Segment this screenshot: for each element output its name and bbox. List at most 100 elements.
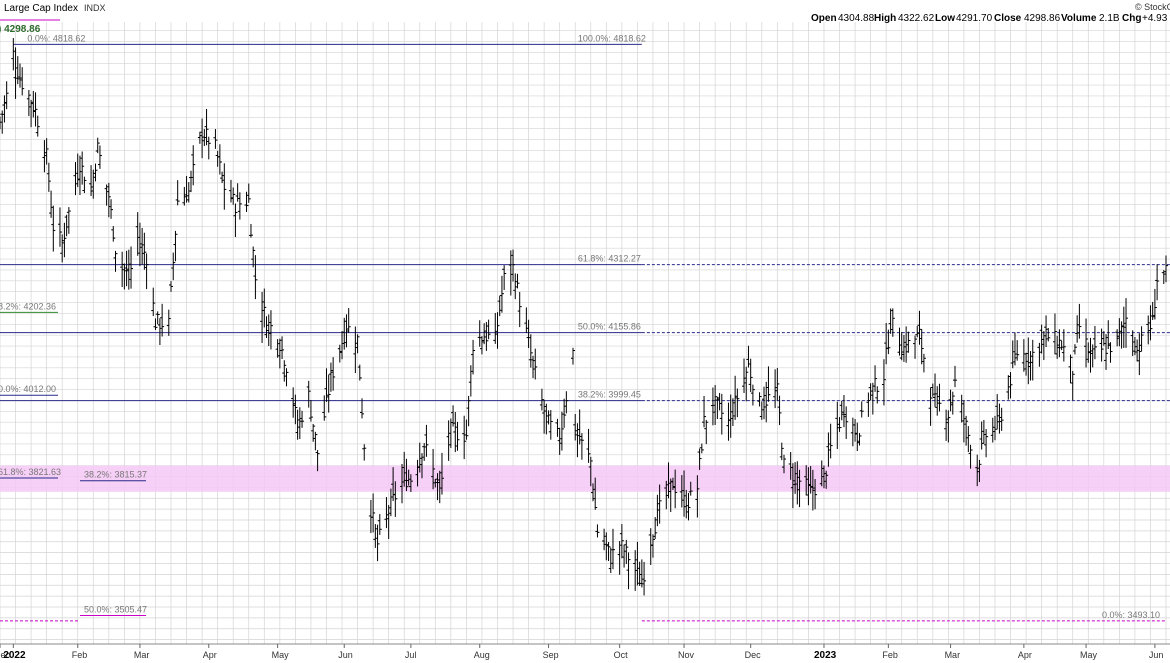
ohlc-bar [51,205,56,252]
ohlc-bar [439,452,444,495]
ohlc-bar [1117,318,1122,347]
fib-level-label: 61.8%: 4312.27 [578,254,641,264]
ohlc-bar [961,400,966,443]
ohlc-bar [1039,324,1044,354]
ohlc-bar [679,475,684,508]
ohlc-bar [1075,315,1080,343]
ohlc-bar [990,417,995,443]
ohlc-bar [264,316,269,339]
x-tick-label: 2022 [3,650,26,661]
ohlc-bar [373,524,378,548]
ohlc-bar [826,432,831,467]
ohlc-bar [1055,335,1060,359]
ohlc-bar [233,203,238,238]
ohlc-bar [0,116,2,130]
ohlc-bar [355,334,360,354]
x-tick-label: Oct [614,650,629,660]
ohlc-bar [866,392,871,417]
ohlc-bar [357,364,362,381]
ohlc-bar [1150,301,1155,320]
ohlc-bar [1132,337,1137,356]
ohlc-bar [322,395,327,421]
ohlc-bar [997,403,1002,434]
ohlc-bar [42,140,47,173]
ohlc-bar [821,465,826,489]
x-tick-label: Dec [745,650,762,660]
ohlc-bar [237,192,242,220]
low-value: 4291.70 [956,13,993,24]
ohlc-bar [1077,303,1082,339]
ohlc-bar [835,401,840,450]
ohlc-bar [635,541,640,586]
x-tick-label: May [272,650,290,660]
ohlc-bar [1006,375,1011,400]
ohlc-bar [619,524,624,559]
ohlc-bar [602,528,607,551]
ohlc-bar [468,365,473,397]
ohlc-bar [1104,334,1109,370]
ohlc-bar [715,396,720,420]
ohlc-bar [184,176,189,203]
ohlc-bar [928,387,933,426]
ohlc-bar [921,353,926,373]
ohlc-bar [664,480,669,510]
ohlc-bar [915,326,920,338]
ohlc-bar [120,251,125,288]
ohlc-bar [175,180,180,206]
ohlc-bar [266,314,271,347]
ohlc-bar [386,505,391,539]
ohlc-bar [673,469,678,509]
ohlc-bar [1041,331,1046,361]
x-tick-label: Apr [203,650,217,660]
ohlc-bar [1010,340,1015,369]
ohlc-bar [762,386,767,420]
ohlc-bar [222,163,227,210]
ohlc-bar [1088,337,1093,373]
ohlc-bar [666,462,671,499]
ohlc-bar [1137,333,1142,376]
ohlc-bar [495,312,500,349]
fib-left-label: 61.8%: 3821.63 [0,467,61,477]
ohlc-bar [948,389,953,412]
ohlc-bar [719,393,724,435]
ohlc-bar [524,307,529,334]
ohlc-bar [726,402,731,441]
ohlc-bar [959,394,964,423]
ohlc-bar [202,129,207,147]
ohlc-bar [353,326,358,374]
ohlc-bar [384,497,389,529]
ohlc-bar [935,386,940,416]
ohlc-bar [564,391,569,414]
ohlc-bar [1161,270,1166,284]
ohlc-bar [670,477,675,490]
ohlc-bar [781,454,786,474]
ohlc-bar [1072,344,1077,355]
ohlc-bar [1099,328,1104,362]
ohlc-bar [1090,344,1095,368]
ohlc-bar [435,473,440,501]
ohlc-bar [608,547,613,574]
ohlc-bar [220,171,225,184]
ohlc-bar [764,381,769,423]
ohlc-bar [15,56,20,85]
low-label: Low [935,13,955,24]
ohlc-bar [964,415,969,446]
ohlc-bar [1152,288,1157,320]
ohlc-bar [453,411,458,453]
ohlc-bar [446,420,451,461]
ohlc-bar [508,250,513,296]
ohlc-bar [479,336,484,355]
ohlc-bar [884,322,889,365]
ohlc-bar [946,410,951,443]
ohlc-bar [595,524,600,538]
ohlc-bar [315,450,320,472]
ohlc-bar [593,477,598,510]
ohlc-bar [20,67,25,96]
ohlc-bar [415,459,420,487]
ohlc-bar [251,246,256,268]
ohlc-bar [44,138,49,165]
ohlc-bar [531,355,536,379]
ohlc-bar [235,183,240,202]
ohlc-bar [642,561,647,596]
ohlc-bar [29,99,34,128]
